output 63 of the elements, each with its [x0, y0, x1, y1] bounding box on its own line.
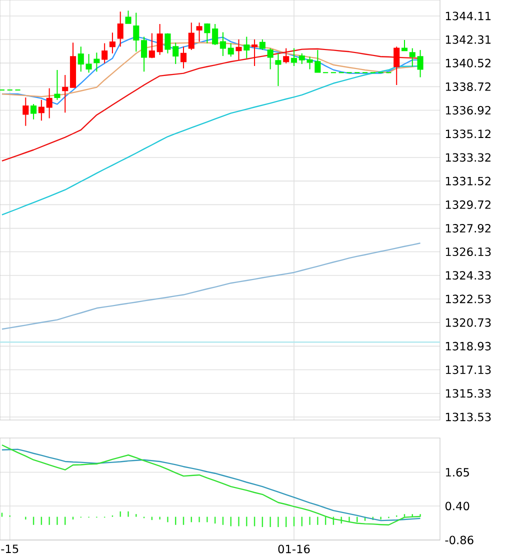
candlestick	[172, 42, 179, 64]
candlestick	[275, 52, 282, 87]
y-tick-label: 1322.53	[446, 294, 491, 304]
candlestick	[102, 42, 108, 64]
y-tick-label: 1317.13	[446, 365, 491, 374]
y-tick-label: 1336.92	[446, 106, 490, 115]
candlestick	[283, 48, 290, 64]
candlestick	[86, 54, 92, 74]
candlestick	[204, 22, 210, 44]
candlestick	[252, 38, 258, 66]
y-tick-label: 1342.31	[446, 35, 491, 44]
candlestick	[38, 99, 44, 122]
candlestick	[109, 32, 116, 54]
candlestick	[244, 36, 250, 59]
candlestick	[290, 48, 298, 66]
y-tick-label: 1331.52	[446, 176, 490, 186]
candlestick	[220, 32, 226, 56]
candlestick	[417, 49, 424, 78]
candlestick	[30, 103, 37, 120]
candlestick	[228, 42, 234, 58]
y-tick-label: 1333.32	[446, 153, 490, 162]
y-tick-label: 1340.52	[446, 58, 490, 68]
candlestick	[394, 46, 400, 86]
candlestick	[141, 36, 148, 72]
candlestick	[298, 52, 305, 64]
candlestick	[62, 74, 68, 114]
candlestick	[401, 39, 408, 52]
candlestick	[94, 52, 100, 72]
y-tick-label: 1.65	[446, 468, 469, 477]
candlestick	[125, 10, 132, 24]
y-tick-label: 1326.13	[446, 247, 491, 256]
y-tick-label: 1344.11	[446, 12, 491, 20]
candlestick	[78, 46, 84, 72]
candlestick	[164, 32, 171, 54]
candlestick	[117, 11, 124, 48]
candlestick	[46, 88, 52, 119]
y-tick-label: 1329.72	[446, 200, 490, 209]
y-tick-label: 1338.72	[446, 82, 490, 91]
candlestick	[188, 22, 194, 50]
candlestick	[148, 32, 155, 59]
candlestick	[196, 22, 202, 42]
y-tick-label: 1324.33	[446, 271, 491, 280]
y-tick-label: -0.86	[445, 536, 474, 544]
candlestick	[267, 48, 274, 70]
candlestick	[259, 38, 266, 50]
candlestick	[212, 23, 218, 46]
candlestick	[156, 23, 163, 56]
candlestick	[70, 42, 76, 88]
y-tick-label: 1313.53	[446, 412, 491, 422]
y-tick-label: 1335.12	[446, 130, 490, 138]
y-tick-label: 1327.92	[446, 224, 490, 233]
candlestick	[54, 70, 60, 100]
candlestick	[22, 97, 29, 126]
x-tick-label: 01-16	[278, 544, 310, 554]
y-tick-label: 1320.73	[446, 318, 491, 327]
candlestick	[409, 48, 416, 68]
y-tick-label: 0.40	[445, 502, 470, 510]
y-tick-label: 1315.33	[446, 389, 491, 398]
candlestick	[133, 12, 140, 52]
x-tick-label: -15	[1, 544, 18, 554]
candlestick	[236, 38, 242, 60]
candlestick	[180, 46, 187, 69]
y-tick-label: 1318.93	[446, 342, 491, 350]
